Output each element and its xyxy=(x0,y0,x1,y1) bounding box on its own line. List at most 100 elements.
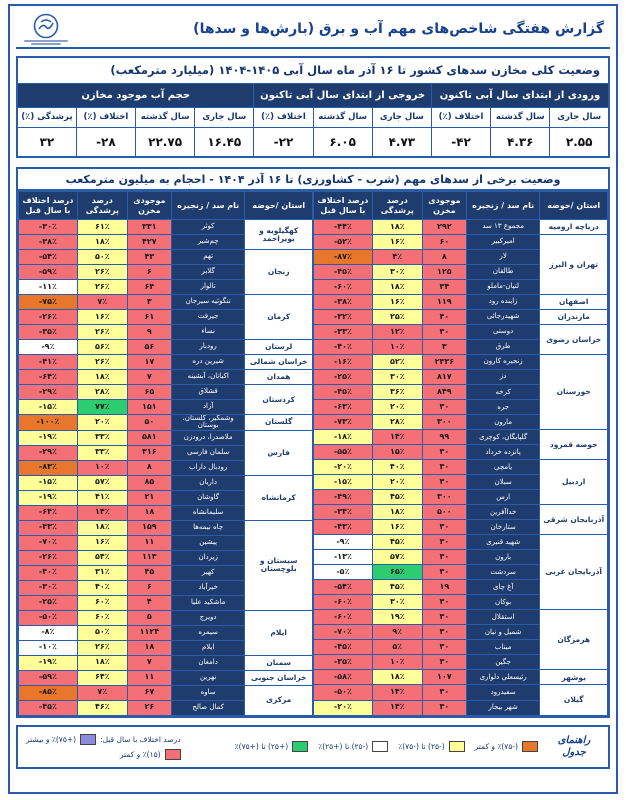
dam-row: زیردان ۱۱۳ ۵۴٪ -۲۶٪ xyxy=(18,549,313,566)
col-volume: موجودی مخزن xyxy=(421,191,467,220)
dam-row: کهیر ۴۵ ۳۱٪ -۴۰٪ xyxy=(18,564,313,581)
fill-percent-cell: ۶۴٪ xyxy=(76,669,128,686)
diff-percent-cell: -۴۰٪ xyxy=(18,564,78,581)
dam-name-cell: چم‌شیر xyxy=(170,234,246,250)
volume-cell: ۳۴ xyxy=(421,279,467,296)
diff-percent-cell: -۸٪ xyxy=(18,624,78,641)
volume-cell: ۱۰۷ xyxy=(421,669,467,686)
col-diff-percent: درصد اختلاف با سال قبل xyxy=(313,191,373,220)
dam-row: همدان اکباتان، آبشینه ۷ ۱۸٪ -۶۴٪ xyxy=(18,369,313,385)
group-stored-volume: حجم آب موجود مخازن xyxy=(16,82,255,108)
fill-percent-cell: ۱۸٪ xyxy=(76,654,128,671)
volume-cell: ۸۴۹ xyxy=(421,384,467,401)
dam-name-cell: رئیسعلی دلواری xyxy=(465,669,541,686)
dam-row: خراسان رضوی دوستی ۳۰ ۱۲٪ -۳۳٪ xyxy=(313,324,608,356)
legend-swatch xyxy=(448,741,465,753)
volume-cell: ۳۰ xyxy=(421,549,467,566)
summary-title: وضعیت کلی مخازن سدهای کشور تا ۱۶ آذر ماه… xyxy=(16,56,610,84)
dam-name-cell: سلیمانشاه xyxy=(170,504,246,521)
province-cell: همدان xyxy=(244,369,313,385)
diff-percent-cell: -۸۷٪ xyxy=(313,249,373,266)
dam-name-cell: پیشین xyxy=(170,534,246,551)
province-cell: خراسان رضوی xyxy=(539,324,608,356)
volume-cell: ۱۸ xyxy=(126,504,172,521)
dam-row: ارس ۳۰۰ ۴۵٪ -۴۹٪ xyxy=(313,489,608,506)
fill-percent-cell: ۱۴٪ xyxy=(371,429,423,446)
dam-name-cell: تهم xyxy=(170,249,246,265)
volume-cell: ۳ xyxy=(126,294,172,310)
dam-name-cell: شهید قنبری xyxy=(465,534,541,551)
diff-percent-cell: -۹٪ xyxy=(313,534,373,551)
dam-row: آزاد ۱۵۱ ۷۷٪ -۱۵٪ xyxy=(18,399,313,415)
dam-row: گیلان سفیدرود ۳۰ ۱۴٪ -۵۰٪ xyxy=(313,684,608,716)
dam-row: حوضه قمرود گلپایگان، کوچری ۹۹ ۱۴٪ -۱۸٪ xyxy=(313,429,608,461)
province-cell: بوشهر xyxy=(539,669,608,686)
dam-name-cell: پانزده خرداد xyxy=(465,444,541,461)
diff-percent-cell: -۲۹٪ xyxy=(18,444,78,461)
province-cell: خراسان جنوبی xyxy=(244,669,313,686)
subheader-cell: اختلاف (٪) xyxy=(430,106,492,128)
fill-percent-cell: ۳۱٪ xyxy=(76,564,128,581)
diff-percent-cell: -۵۰٪ xyxy=(18,609,78,626)
volume-cell: ۳۰ xyxy=(421,684,467,701)
legend-diff-block: درصد اختلاف با سال قبل: (+۷۵)٪ و بیشتر (… xyxy=(26,733,181,760)
volume-cell: ۴۵ xyxy=(126,564,172,581)
summary-table: وضعیت کلی مخازن سدهای کشور تا ۱۶ آذر ماه… xyxy=(16,56,610,158)
diff-percent-cell: -۶۰٪ xyxy=(313,279,373,296)
col-province: استان /حوضه xyxy=(244,191,313,220)
volume-cell: ۷ xyxy=(126,654,172,671)
subheader-cell: سال گذشته xyxy=(312,106,373,128)
fill-percent-cell: ۳۳٪ xyxy=(76,444,128,461)
dam-name-cell: طالقان xyxy=(465,264,541,281)
dam-name-cell: زیردان xyxy=(170,549,246,566)
dam-row: خراسان شمالی شیرین دره ۱۷ ۲۶٪ -۴۱٪ xyxy=(18,354,313,370)
subheader-cell: پرشدگی (٪) xyxy=(16,106,77,128)
dam-name-cell: گلپایگان، کوچری xyxy=(465,429,541,446)
fill-percent-cell: ۹٪ xyxy=(371,624,423,641)
dam-name-cell: استقلال xyxy=(465,609,541,626)
diff-percent-cell: -۵۴٪ xyxy=(313,579,373,596)
diff-percent-cell: -۴۳٪ xyxy=(313,519,373,536)
dam-name-cell: دز xyxy=(465,369,541,386)
volume-cell: ۱۲۵ xyxy=(421,264,467,281)
dam-row: گاوشان ۲۱ ۴۱٪ -۱۹٪ xyxy=(18,489,313,506)
diff-percent-cell: -۷۳٪ xyxy=(313,414,373,431)
legend-swatch xyxy=(292,741,309,753)
dam-row: کرمانشاه داریان ۸۵ ۵۷٪ -۱۵٪ xyxy=(18,474,313,521)
dam-name-cell: خداآفرین xyxy=(465,504,541,521)
diff-percent-cell: -۴۹٪ xyxy=(313,489,373,506)
dam-name-cell: سفیدرود xyxy=(465,684,541,701)
dam-name-cell: بارون xyxy=(465,549,541,566)
dam-row: لرستان رودبار ۵۶ ۵۶٪ -۹٪ xyxy=(18,339,313,355)
fill-percent-cell: ۲۶٪ xyxy=(76,639,128,656)
value-cell: ۶.۰۵ xyxy=(312,126,373,158)
volume-cell: ۱۸ xyxy=(126,639,172,656)
col-fill-percent: درصد پرشدگی xyxy=(76,191,128,220)
fill-percent-cell: ۶۵٪ xyxy=(371,564,423,581)
dam-name-cell: ماشکید علیا xyxy=(170,594,246,611)
dam-row: هرمزگان استقلال ۳۰ ۱۹٪ -۶۰٪ xyxy=(313,609,608,671)
diff-percent-cell: -۵۲٪ xyxy=(313,234,373,251)
diff-percent-cell: -۵۸٪ xyxy=(313,669,373,686)
value-cell: ۲۲.۷۵ xyxy=(134,126,196,158)
dam-name-cell: یامچی xyxy=(465,459,541,476)
diff-percent-cell: -۷۰٪ xyxy=(313,624,373,641)
legend-item: (-۲۵) تا (+۲۵)٪ xyxy=(318,741,389,753)
legend-label: (+۲۵) تا (+۷۵)٪ xyxy=(234,742,289,752)
province-cell: گیلان xyxy=(539,684,608,716)
diff-percent-cell: -۵۴٪ xyxy=(18,249,78,265)
dam-name-cell: امیرکبیر xyxy=(465,234,541,251)
legend-swatch-red xyxy=(164,748,181,760)
dam-name-cell: لار xyxy=(465,249,541,266)
volume-cell: ۷ xyxy=(126,369,172,385)
legend-diff-note: درصد اختلاف با سال قبل: xyxy=(100,734,181,744)
ministry-emblem-icon xyxy=(16,13,76,45)
volume-cell: ۳۰ xyxy=(421,444,467,461)
fill-percent-cell: ۵۰٪ xyxy=(76,249,128,265)
diff-percent-cell: -۱۹٪ xyxy=(18,429,78,446)
dam-name-cell: ایلام xyxy=(170,639,246,656)
volume-cell: ۵ xyxy=(126,609,172,626)
diff-percent-cell: -۱۶٪ xyxy=(313,354,373,371)
diff-percent-cell: -۳۸٪ xyxy=(18,234,78,250)
